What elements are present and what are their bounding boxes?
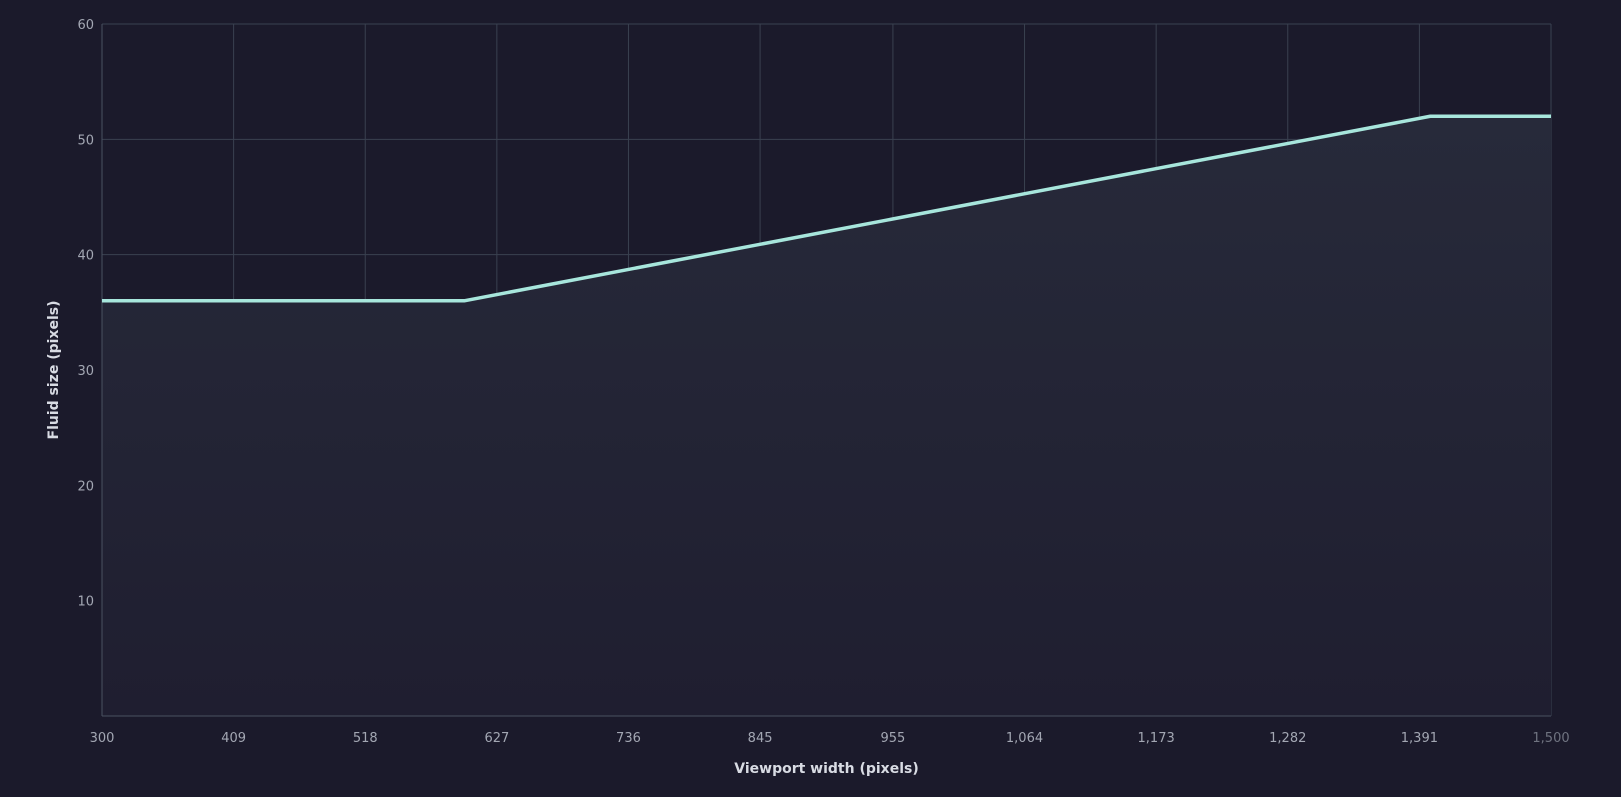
x-tick-label: 518 xyxy=(353,731,378,746)
series-line xyxy=(102,114,1551,303)
x-tick-label: 955 xyxy=(880,731,905,746)
axes xyxy=(101,24,1551,717)
x-tick-label: 409 xyxy=(221,731,246,746)
x-tick-label: 1,173 xyxy=(1138,731,1175,746)
x-tick-label: 845 xyxy=(748,731,773,746)
y-tick-label: 40 xyxy=(77,249,94,264)
x-tick-label: 736 xyxy=(616,731,641,746)
area-fill xyxy=(102,116,1551,717)
y-tick-label: 10 xyxy=(77,595,94,610)
x-tick-label: 1,282 xyxy=(1269,731,1306,746)
x-tick-label: 1,391 xyxy=(1401,731,1438,746)
x-tick-label: 300 xyxy=(90,731,115,746)
y-tick-labels: 10 20 30 40 50 60 xyxy=(77,18,94,610)
y-tick-label: 50 xyxy=(77,133,94,148)
x-axis-title: Viewport width (pixels) xyxy=(734,761,919,777)
y-tick-label: 30 xyxy=(77,364,94,379)
x-tick-label: 627 xyxy=(484,731,509,746)
y-tick-label: 60 xyxy=(77,18,94,33)
x-tick-labels: 300 409 518 627 736 845 955 1,064 1,173 1,282 1,39… xyxy=(90,731,1570,746)
series-line-group xyxy=(102,114,1551,303)
x-tick-label: 1,064 xyxy=(1006,731,1043,746)
y-tick-label: 20 xyxy=(77,479,94,494)
series-area xyxy=(102,116,1551,717)
y-axis-title: Fluid size (pixels) xyxy=(46,301,62,440)
x-tick-label: 1,500 xyxy=(1532,731,1569,746)
